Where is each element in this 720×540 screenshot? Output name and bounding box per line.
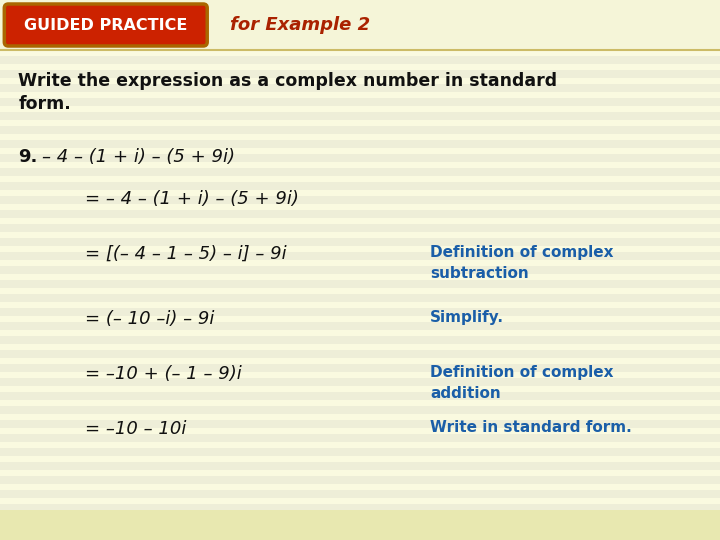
Text: Write the expression as a complex number in standard: Write the expression as a complex number…: [18, 72, 557, 90]
Bar: [0, 406, 720, 414]
Bar: [0, 434, 720, 442]
Bar: [0, 308, 720, 316]
Bar: [0, 252, 720, 260]
Bar: [0, 364, 720, 372]
Text: = [(– 4 – 1 – 5) – i] – 9i: = [(– 4 – 1 – 5) – i] – 9i: [85, 245, 287, 263]
Bar: [0, 510, 720, 540]
Bar: [0, 448, 720, 456]
Text: = –10 + (– 1 – 9)i: = –10 + (– 1 – 9)i: [85, 365, 242, 383]
Text: = –10 – 10i: = –10 – 10i: [85, 420, 186, 438]
Bar: [0, 392, 720, 400]
Bar: [0, 196, 720, 204]
Bar: [0, 140, 720, 148]
Bar: [0, 70, 720, 78]
Text: Definition of complex
subtraction: Definition of complex subtraction: [430, 245, 613, 281]
Bar: [0, 238, 720, 246]
Bar: [0, 462, 720, 470]
Bar: [0, 84, 720, 92]
Bar: [0, 420, 720, 428]
Bar: [0, 336, 720, 343]
FancyBboxPatch shape: [4, 4, 207, 46]
Bar: [0, 28, 720, 36]
Bar: [0, 378, 720, 386]
Text: = – 4 – (1 + i) – (5 + 9i): = – 4 – (1 + i) – (5 + 9i): [85, 190, 299, 208]
Bar: [0, 322, 720, 330]
Bar: [0, 266, 720, 274]
Bar: [0, 210, 720, 218]
Bar: [0, 168, 720, 176]
Bar: [0, 224, 720, 232]
Bar: [0, 182, 720, 190]
Bar: [0, 154, 720, 161]
Text: = (– 10 –i) – 9i: = (– 10 –i) – 9i: [85, 310, 215, 328]
Bar: [0, 490, 720, 498]
Bar: [0, 42, 720, 50]
Text: for Example 2: for Example 2: [230, 16, 370, 34]
Bar: [0, 476, 720, 484]
Text: 9.: 9.: [18, 148, 37, 166]
Bar: [0, 14, 720, 22]
Bar: [0, 0, 720, 50]
Bar: [0, 504, 720, 512]
Bar: [0, 532, 720, 539]
Text: Simplify.: Simplify.: [430, 310, 504, 325]
Text: Definition of complex
addition: Definition of complex addition: [430, 365, 613, 401]
Text: GUIDED PRACTICE: GUIDED PRACTICE: [24, 17, 187, 32]
Bar: [0, 518, 720, 526]
Bar: [0, 98, 720, 106]
Bar: [0, 350, 720, 357]
Text: form.: form.: [18, 95, 71, 113]
Bar: [0, 0, 720, 8]
Text: – 4 – (1 + i) – (5 + 9i): – 4 – (1 + i) – (5 + 9i): [42, 148, 235, 166]
Text: Write in standard form.: Write in standard form.: [430, 420, 632, 435]
Bar: [0, 294, 720, 302]
Bar: [0, 280, 720, 288]
Bar: [0, 112, 720, 120]
Bar: [0, 56, 720, 64]
Bar: [0, 126, 720, 134]
